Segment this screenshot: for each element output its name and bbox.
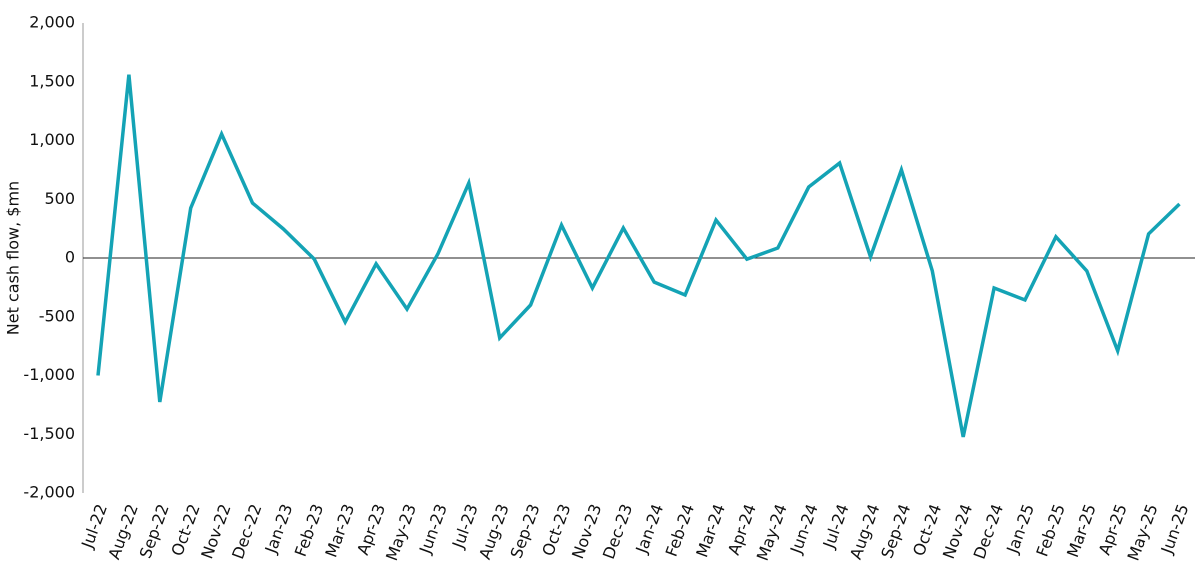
x-tick-label: Jul-23	[448, 501, 482, 551]
x-tick-label: Dec-23	[599, 501, 636, 561]
y-tick-label: -1,500	[23, 424, 75, 443]
y-tick-label: -500	[39, 306, 75, 325]
y-tick-label: 2,000	[29, 13, 75, 32]
y-tick-label: -1,000	[23, 365, 75, 384]
x-tick-label: Apr-25	[1095, 501, 1131, 557]
x-tick-label: Jun-25	[1157, 501, 1193, 556]
x-tick-label: Apr-23	[353, 501, 389, 557]
x-tick-label: Jun-23	[415, 501, 451, 556]
x-tick-label: Dec-24	[970, 501, 1007, 561]
x-tick-label: Jan-23	[261, 501, 297, 556]
y-tick-label: 1,500	[29, 71, 75, 90]
x-tick-label: Jul-24	[819, 501, 853, 551]
data-line	[96, 74, 1181, 438]
y-axis-label: Net cash flow, $mn	[4, 181, 23, 335]
x-tick-label: Jul-22	[77, 501, 111, 551]
y-tick-label: 1,000	[29, 130, 75, 149]
x-tick-label: Dec-22	[228, 501, 265, 561]
y-tick-label: 0	[65, 248, 75, 267]
x-tick-label: Jan-24	[632, 501, 668, 556]
x-tick-label: Jun-24	[786, 501, 822, 556]
y-tick-label: 500	[44, 189, 75, 208]
x-tick-label: Apr-24	[724, 501, 760, 557]
y-tick-label: -2,000	[23, 483, 75, 502]
x-tick-label: Jan-25	[1002, 501, 1038, 556]
